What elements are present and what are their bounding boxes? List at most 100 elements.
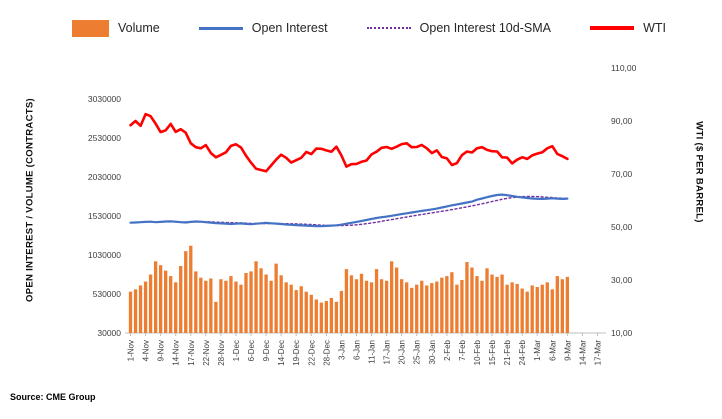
- volume-bar: [194, 271, 198, 333]
- volume-bar: [540, 284, 544, 333]
- volume-bar: [550, 289, 554, 333]
- volume-bar: [158, 265, 163, 333]
- volume-bar: [400, 279, 404, 333]
- volume-bar: [164, 270, 168, 333]
- left-axis-tick-label: 3030000: [88, 94, 121, 104]
- x-axis-tick-label: 1-Mar: [533, 340, 542, 361]
- x-axis-tick-label: 30-Jan: [428, 340, 437, 364]
- volume-bar: [455, 284, 459, 333]
- x-axis-tick-label: 22-Dec: [307, 340, 316, 366]
- volume-bar: [394, 267, 399, 333]
- volume-bar: [324, 301, 328, 333]
- volume-bar: [184, 251, 188, 333]
- legend-item-wti[interactable]: WTI: [590, 21, 666, 35]
- volume-bar: [244, 272, 248, 333]
- x-axis-tick-label: 20-Jan: [398, 340, 407, 364]
- volume-bar: [445, 276, 449, 333]
- volume-bar: [289, 284, 293, 333]
- volume-bar: [169, 276, 173, 333]
- volume-swatch-icon: [72, 19, 109, 37]
- legend-label-volume: Volume: [118, 21, 160, 35]
- x-axis-tick-label: 14-Dec: [277, 340, 286, 366]
- volume-bar: [189, 245, 193, 333]
- volume-bar: [143, 281, 148, 333]
- x-axis-tick-label: 21-Feb: [503, 339, 512, 365]
- volume-bar: [254, 261, 258, 333]
- x-axis-tick-label: 3-Jan: [337, 340, 346, 360]
- legend-label-open-interest: Open Interest: [251, 21, 328, 35]
- right-axis-tick-label: 110,00: [611, 63, 637, 73]
- left-axis-tick-label: 1030000: [88, 250, 121, 260]
- volume-bar: [138, 285, 143, 333]
- oi-sma-dotted-line-swatch-icon: [366, 27, 411, 29]
- left-axis-tick-label: 2530000: [88, 133, 121, 143]
- x-axis-tick-label: 17-Nov: [187, 340, 196, 366]
- volume-bar: [384, 280, 389, 333]
- open-interest-sma-line: [174, 195, 569, 227]
- volume-bar: [450, 272, 454, 333]
- left-axis-tick-label: 1530000: [88, 211, 121, 221]
- volume-bar: [304, 291, 308, 333]
- volume-bar: [209, 278, 213, 333]
- x-axis-tick-label: 6-Mar: [548, 340, 557, 361]
- volume-bar: [279, 275, 283, 333]
- volume-bar: [249, 271, 253, 333]
- volume-bar: [465, 262, 469, 333]
- volume-bar: [515, 283, 519, 333]
- x-axis-tick-label: 7-Feb: [458, 339, 467, 360]
- volume-bar: [420, 280, 424, 333]
- open-interest-line-swatch-icon: [198, 26, 243, 30]
- volume-bar: [259, 268, 263, 333]
- x-axis-tick-label: 15-Feb: [488, 339, 497, 365]
- volume-bar: [219, 279, 223, 333]
- volume-bar: [128, 291, 133, 333]
- volume-bar: [430, 283, 434, 333]
- left-axis-tick-label: 2030000: [88, 172, 121, 182]
- volume-bar: [525, 291, 529, 333]
- volume-bar: [500, 274, 504, 333]
- volume-bar: [535, 287, 539, 333]
- volume-bar: [344, 269, 349, 333]
- volume-bar: [374, 269, 379, 333]
- x-axis-tick-label: 9-Nov: [157, 340, 166, 361]
- legend-item-oi-sma[interactable]: Open Interest 10d-SMA: [366, 21, 551, 35]
- legend-item-volume[interactable]: Volume: [72, 19, 160, 37]
- volume-bar: [239, 284, 243, 333]
- left-axis-tick-label: 530000: [93, 289, 122, 299]
- legend-label-oi-sma: Open Interest 10d-SMA: [419, 21, 551, 35]
- right-axis-tick-label: 50,00: [611, 222, 633, 232]
- volume-bar: [435, 281, 439, 333]
- volume-bar: [475, 276, 479, 333]
- volume-bar: [334, 301, 339, 333]
- volume-bar: [565, 276, 570, 333]
- right-axis-tick-label: 10,00: [611, 328, 633, 338]
- volume-bar: [294, 290, 298, 333]
- x-axis-tick-label: 1-Dec: [232, 340, 241, 361]
- volume-bar: [354, 279, 359, 333]
- legend: Volume Open Interest Open Interest 10d-S…: [72, 16, 666, 40]
- x-axis-tick-label: 17-Mar: [593, 340, 602, 366]
- open-interest-line: [129, 193, 569, 228]
- volume-bar: [329, 297, 334, 333]
- volume-bar: [560, 279, 564, 333]
- volume-bar: [490, 274, 494, 333]
- x-axis-tick-label: 25-Jan: [413, 340, 422, 364]
- legend-item-open-interest[interactable]: Open Interest: [198, 21, 328, 35]
- wti-line: [129, 112, 569, 173]
- volume-bar: [284, 282, 288, 333]
- x-axis-tick-label: 14-Nov: [172, 340, 181, 366]
- volume-bar: [405, 282, 409, 333]
- volume-bar: [555, 276, 559, 333]
- volume-bar: [269, 280, 273, 333]
- volume-bar: [319, 302, 323, 333]
- volume-bar: [379, 279, 384, 333]
- x-axis-tick-label: 2-Feb: [443, 339, 452, 360]
- x-axis-tick-label: 4-Nov: [142, 340, 151, 361]
- volume-bar: [480, 280, 484, 333]
- volume-bar: [224, 280, 228, 333]
- volume-bar: [389, 261, 394, 333]
- x-axis-tick-label: 9-Dec: [262, 340, 271, 361]
- volume-bar: [460, 280, 464, 333]
